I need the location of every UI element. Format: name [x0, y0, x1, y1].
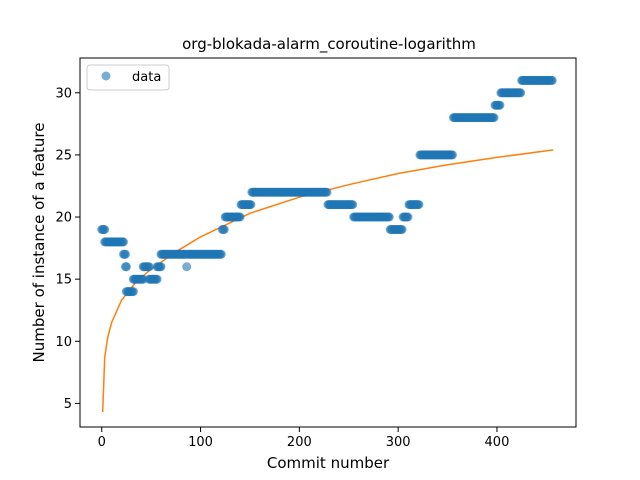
- y-axis-label: Number of instance of a feature: [30, 123, 48, 363]
- y-tick-label: 20: [55, 211, 72, 226]
- chart-title: org-blokada-alarm_coroutine-logarithm: [182, 35, 476, 54]
- y-tick-label: 25: [55, 148, 72, 163]
- legend-label-data: data: [132, 70, 161, 85]
- data-point: [322, 187, 332, 197]
- axes-frame: [79, 57, 577, 428]
- data-point: [246, 200, 256, 210]
- y-tick-label: 15: [55, 273, 72, 288]
- data-point: [216, 249, 226, 259]
- data-point: [152, 274, 162, 284]
- x-tick-label: 200: [287, 435, 312, 450]
- data-point: [100, 225, 110, 234]
- y-tick-label: 5: [64, 397, 72, 412]
- data-point: [121, 249, 130, 259]
- x-axis-label: Commit number: [267, 454, 390, 472]
- data-point: [384, 212, 394, 222]
- legend-marker-data: [101, 71, 111, 81]
- legend-box: [86, 64, 170, 91]
- data-point: [414, 200, 424, 210]
- y-axis: 5 10 15 20 25 30: [55, 86, 80, 412]
- legend: data: [86, 64, 170, 91]
- data-point: [348, 200, 358, 210]
- y-tick-label: 10: [55, 335, 72, 350]
- data-point: [144, 262, 154, 272]
- data-point: [128, 287, 138, 297]
- x-tick-label: 0: [98, 435, 106, 450]
- data-point: [516, 88, 526, 98]
- data-point: [182, 262, 192, 272]
- data-point: [547, 75, 557, 85]
- x-axis: 0 100 200 300 400: [98, 427, 510, 450]
- data-point: [156, 262, 166, 272]
- data-point: [448, 150, 457, 160]
- x-tick-label: 100: [188, 435, 213, 450]
- data-point: [403, 212, 413, 222]
- data-point: [119, 237, 128, 247]
- data-point: [235, 212, 245, 222]
- data-point: [495, 100, 505, 110]
- data-points-layer: [97, 75, 557, 297]
- x-tick-label: 300: [386, 435, 411, 450]
- data-point: [489, 113, 499, 123]
- fit-curve-layer: [101, 149, 554, 413]
- data-point: [121, 262, 131, 272]
- fit-line: [101, 149, 554, 413]
- x-tick-label: 400: [485, 435, 510, 450]
- plot-area: [79, 57, 577, 428]
- y-tick-label: 30: [55, 86, 72, 101]
- data-point: [219, 225, 229, 234]
- data-point: [397, 225, 407, 234]
